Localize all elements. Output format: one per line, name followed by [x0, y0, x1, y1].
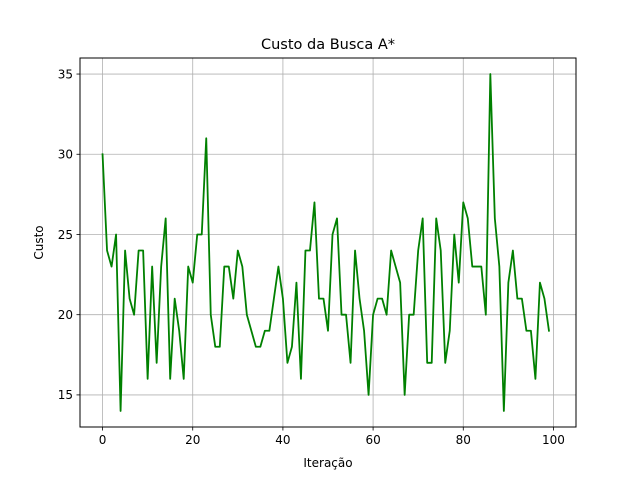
x-axis-ticks: 0 20 40 60 80 100	[99, 427, 565, 447]
y-tick-label: 20	[58, 308, 73, 322]
series-layer	[101, 73, 550, 412]
y-tick-label: 15	[58, 388, 73, 402]
x-tick-label: 100	[542, 433, 565, 447]
x-axis-label: Iteração	[303, 456, 352, 470]
y-tick-label: 30	[58, 148, 73, 162]
y-axis-ticks: 15 20 25 30 35	[58, 67, 80, 402]
x-tick-label: 40	[275, 433, 290, 447]
x-tick-label: 60	[365, 433, 380, 447]
x-tick-label: 0	[99, 433, 107, 447]
plot-frame	[79, 57, 577, 428]
x-tick-label: 20	[185, 433, 200, 447]
chart-title: Custo da Busca A*	[261, 37, 395, 53]
y-axis-label: Custo	[32, 225, 46, 259]
y-tick-label: 25	[58, 228, 73, 242]
series-line-0	[101, 73, 550, 412]
y-tick-label: 35	[58, 67, 73, 81]
x-tick-label: 80	[456, 433, 471, 447]
